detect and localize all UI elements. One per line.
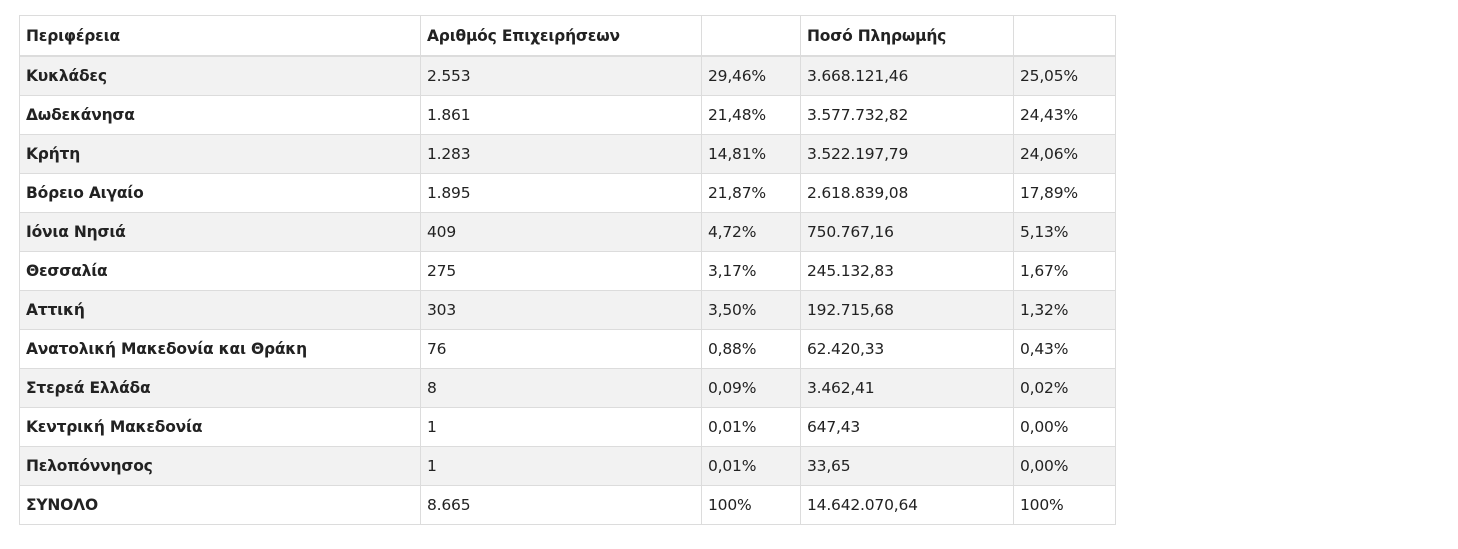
table-row: Κυκλάδες 2.553 29,46% 3.668.121,46 25,05% bbox=[19, 55, 1116, 96]
business-count-cell: 1.283 bbox=[420, 134, 702, 174]
table-row: Κεντρική Μακεδονία 1 0,01% 647,43 0,00% bbox=[19, 407, 1116, 447]
payment-amount-cell: 647,43 bbox=[800, 407, 1014, 447]
table-row: Στερεά Ελλάδα 8 0,09% 3.462,41 0,02% bbox=[19, 368, 1116, 408]
region-cell: Θεσσαλία bbox=[19, 251, 421, 291]
table-row: Κρήτη 1.283 14,81% 3.522.197,79 24,06% bbox=[19, 134, 1116, 174]
region-cell: ΣΥΝΟΛΟ bbox=[19, 485, 421, 525]
table-row: Αττική 303 3,50% 192.715,68 1,32% bbox=[19, 290, 1116, 330]
data-table-container: Περιφέρεια Αριθμός Επιχειρήσεων Ποσό Πλη… bbox=[19, 15, 1116, 525]
payment-percent-cell: 1,67% bbox=[1013, 251, 1116, 291]
business-count-cell: 275 bbox=[420, 251, 702, 291]
business-count-cell: 303 bbox=[420, 290, 702, 330]
business-percent-cell: 0,09% bbox=[701, 368, 801, 408]
business-percent-cell: 14,81% bbox=[701, 134, 801, 174]
table-row: ΣΥΝΟΛΟ 8.665 100% 14.642.070,64 100% bbox=[19, 485, 1116, 525]
region-cell: Αττική bbox=[19, 290, 421, 330]
region-cell: Κεντρική Μακεδονία bbox=[19, 407, 421, 447]
payment-amount-cell: 2.618.839,08 bbox=[800, 173, 1014, 213]
payment-amount-cell: 14.642.070,64 bbox=[800, 485, 1014, 525]
header-business-count: Αριθμός Επιχειρήσεων bbox=[420, 15, 702, 57]
table-body: Κυκλάδες 2.553 29,46% 3.668.121,46 25,05% Δωδ… bbox=[19, 55, 1116, 525]
table-row: Ανατολική Μακεδονία και Θράκη 76 0,88% 62.4… bbox=[19, 329, 1116, 369]
payment-percent-cell: 17,89% bbox=[1013, 173, 1116, 213]
payment-percent-cell: 24,06% bbox=[1013, 134, 1116, 174]
payment-percent-cell: 1,32% bbox=[1013, 290, 1116, 330]
business-count-cell: 2.553 bbox=[420, 55, 702, 96]
table-row: Ιόνια Νησιά 409 4,72% 750.767,16 5,13% bbox=[19, 212, 1116, 252]
payment-amount-cell: 62.420,33 bbox=[800, 329, 1014, 369]
payment-amount-cell: 750.767,16 bbox=[800, 212, 1014, 252]
payment-amount-cell: 3.668.121,46 bbox=[800, 55, 1014, 96]
business-count-cell: 1 bbox=[420, 446, 702, 486]
header-region: Περιφέρεια bbox=[19, 15, 421, 57]
business-count-cell: 8.665 bbox=[420, 485, 702, 525]
region-cell: Κρήτη bbox=[19, 134, 421, 174]
payment-percent-cell: 24,43% bbox=[1013, 95, 1116, 135]
payment-amount-cell: 3.522.197,79 bbox=[800, 134, 1014, 174]
region-cell: Βόρειο Αιγαίο bbox=[19, 173, 421, 213]
payment-percent-cell: 0,00% bbox=[1013, 446, 1116, 486]
table-row: Δωδεκάνησα 1.861 21,48% 3.577.732,82 24,43% bbox=[19, 95, 1116, 135]
business-percent-cell: 3,50% bbox=[701, 290, 801, 330]
payment-amount-cell: 3.577.732,82 bbox=[800, 95, 1014, 135]
payment-percent-cell: 5,13% bbox=[1013, 212, 1116, 252]
header-payment-amount: Ποσό Πληρωμής bbox=[800, 15, 1014, 57]
business-percent-cell: 21,87% bbox=[701, 173, 801, 213]
business-percent-cell: 0,88% bbox=[701, 329, 801, 369]
business-count-cell: 1 bbox=[420, 407, 702, 447]
payment-percent-cell: 25,05% bbox=[1013, 55, 1116, 96]
table-header: Περιφέρεια Αριθμός Επιχειρήσεων Ποσό Πλη… bbox=[19, 15, 1116, 57]
payment-percent-cell: 0,43% bbox=[1013, 329, 1116, 369]
business-percent-cell: 0,01% bbox=[701, 407, 801, 447]
business-count-cell: 76 bbox=[420, 329, 702, 369]
payment-amount-cell: 3.462,41 bbox=[800, 368, 1014, 408]
header-payment-percent bbox=[1013, 15, 1116, 57]
business-percent-cell: 0,01% bbox=[701, 446, 801, 486]
business-count-cell: 8 bbox=[420, 368, 702, 408]
region-cell: Δωδεκάνησα bbox=[19, 95, 421, 135]
region-cell: Ανατολική Μακεδονία και Θράκη bbox=[19, 329, 421, 369]
business-percent-cell: 100% bbox=[701, 485, 801, 525]
region-cell: Στερεά Ελλάδα bbox=[19, 368, 421, 408]
region-cell: Ιόνια Νησιά bbox=[19, 212, 421, 252]
header-row: Περιφέρεια Αριθμός Επιχειρήσεων Ποσό Πλη… bbox=[19, 15, 1116, 57]
payment-percent-cell: 0,00% bbox=[1013, 407, 1116, 447]
payment-percent-cell: 100% bbox=[1013, 485, 1116, 525]
header-business-percent bbox=[701, 15, 801, 57]
business-percent-cell: 4,72% bbox=[701, 212, 801, 252]
business-percent-cell: 3,17% bbox=[701, 251, 801, 291]
business-count-cell: 1.895 bbox=[420, 173, 702, 213]
region-cell: Πελοπόννησος bbox=[19, 446, 421, 486]
business-count-cell: 1.861 bbox=[420, 95, 702, 135]
payment-percent-cell: 0,02% bbox=[1013, 368, 1116, 408]
region-cell: Κυκλάδες bbox=[19, 55, 421, 96]
table-row: Θεσσαλία 275 3,17% 245.132,83 1,67% bbox=[19, 251, 1116, 291]
table-row: Πελοπόννησος 1 0,01% 33,65 0,00% bbox=[19, 446, 1116, 486]
payment-amount-cell: 245.132,83 bbox=[800, 251, 1014, 291]
payment-amount-cell: 33,65 bbox=[800, 446, 1014, 486]
business-percent-cell: 21,48% bbox=[701, 95, 801, 135]
business-percent-cell: 29,46% bbox=[701, 55, 801, 96]
table-row: Βόρειο Αιγαίο 1.895 21,87% 2.618.839,08 17,8… bbox=[19, 173, 1116, 213]
data-table: Περιφέρεια Αριθμός Επιχειρήσεων Ποσό Πλη… bbox=[19, 15, 1116, 525]
payment-amount-cell: 192.715,68 bbox=[800, 290, 1014, 330]
business-count-cell: 409 bbox=[420, 212, 702, 252]
